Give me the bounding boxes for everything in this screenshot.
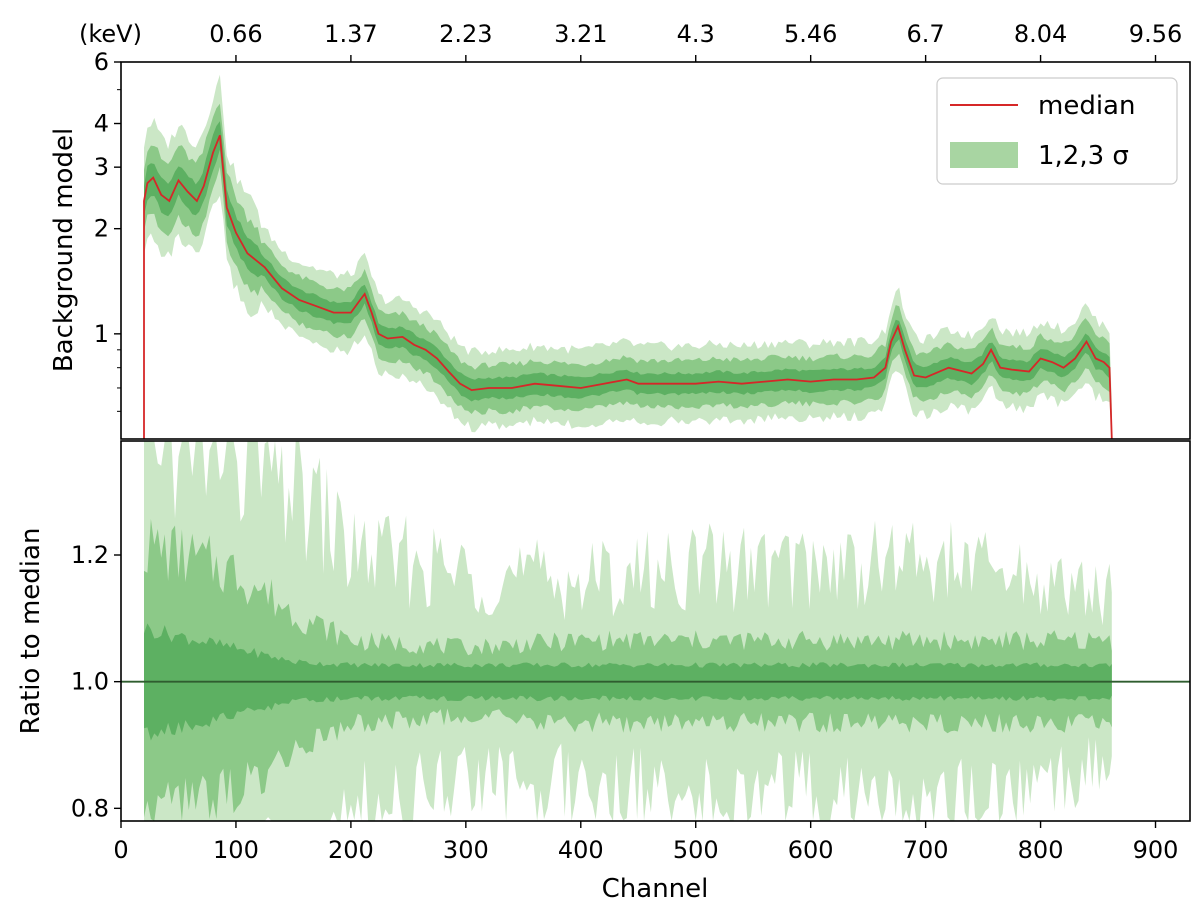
top-energy-tick-label: 8.04 <box>1014 20 1067 48</box>
top-axis-unit-label: (keV) <box>79 20 142 48</box>
top-median-layer <box>143 134 1113 439</box>
top-y-tick-label: 4 <box>94 110 109 138</box>
x-tick-label: 400 <box>558 836 604 864</box>
top-y-tick-label: 6 <box>94 48 109 76</box>
bottom-y-axis: 0.8 1.0 1.2 <box>71 541 121 822</box>
top-energy-tick-label: 0.66 <box>209 20 262 48</box>
x-tick-label: 800 <box>1018 836 1064 864</box>
top-axis: 0.66 1.37 2.23 3.21 4.3 5.46 6.7 8.04 9.56 <box>209 20 1182 62</box>
top-y-tick-label: 2 <box>94 215 109 243</box>
top-sigma-band-1 <box>144 121 1112 439</box>
top-sigma-band-2 <box>144 103 1112 439</box>
x-tick-label: 300 <box>443 836 489 864</box>
x-tick-label: 100 <box>213 836 259 864</box>
top-energy-tick-label: 3.21 <box>554 20 607 48</box>
median-line <box>143 134 1113 439</box>
bottom-y-tick-label: 0.8 <box>71 794 109 822</box>
ratio-sigma-band-3 <box>144 441 1112 821</box>
x-tick-label: 0 <box>113 836 128 864</box>
top-y-tick-label: 3 <box>94 153 109 181</box>
bottom-plot-frame <box>120 440 1191 822</box>
top-energy-tick-label: 2.23 <box>439 20 492 48</box>
bottom-y-tick-label: 1.0 <box>71 668 109 696</box>
x-tick-label: 700 <box>903 836 949 864</box>
top-sigma-bands <box>144 74 1112 439</box>
top-y-tick-label: 1 <box>94 320 109 348</box>
legend-median-label: median <box>1038 91 1135 121</box>
top-plot-frame <box>120 61 1191 440</box>
bottom-panel: 0.8 1.0 1.2 0 100 200 300 400 500 600 700 800 900 R… <box>16 440 1191 904</box>
legend: median 1,2,3 σ <box>936 77 1178 185</box>
top-y-axis-label: Background model <box>49 128 79 372</box>
x-tick-label: 500 <box>673 836 719 864</box>
bottom-y-axis-label: Ratio to median <box>16 528 46 735</box>
top-panel: 0.66 1.37 2.23 3.21 4.3 5.46 6.7 8.04 9.56 1 2 3 4 6… <box>49 20 1191 440</box>
top-energy-tick-label: 1.37 <box>324 20 377 48</box>
bottom-sigma-bands <box>144 441 1112 821</box>
legend-sigma-label: 1,2,3 σ <box>1038 141 1129 171</box>
x-tick-label: 600 <box>788 836 834 864</box>
x-tick-label: 200 <box>328 836 374 864</box>
bottom-x-axis: 0 100 200 300 400 500 600 700 800 900 <box>113 821 1178 864</box>
top-y-axis: 1 2 3 4 6 <box>94 48 121 412</box>
top-energy-tick-label: 5.46 <box>784 20 837 48</box>
x-tick-label: 900 <box>1133 836 1179 864</box>
top-energy-tick-label: 9.56 <box>1129 20 1182 48</box>
bottom-y-tick-label: 1.2 <box>71 541 109 569</box>
top-energy-tick-label: 6.7 <box>907 20 945 48</box>
x-axis-label: Channel <box>602 874 709 904</box>
legend-sigma-swatch <box>950 142 1018 168</box>
top-energy-tick-label: 4.3 <box>677 20 715 48</box>
